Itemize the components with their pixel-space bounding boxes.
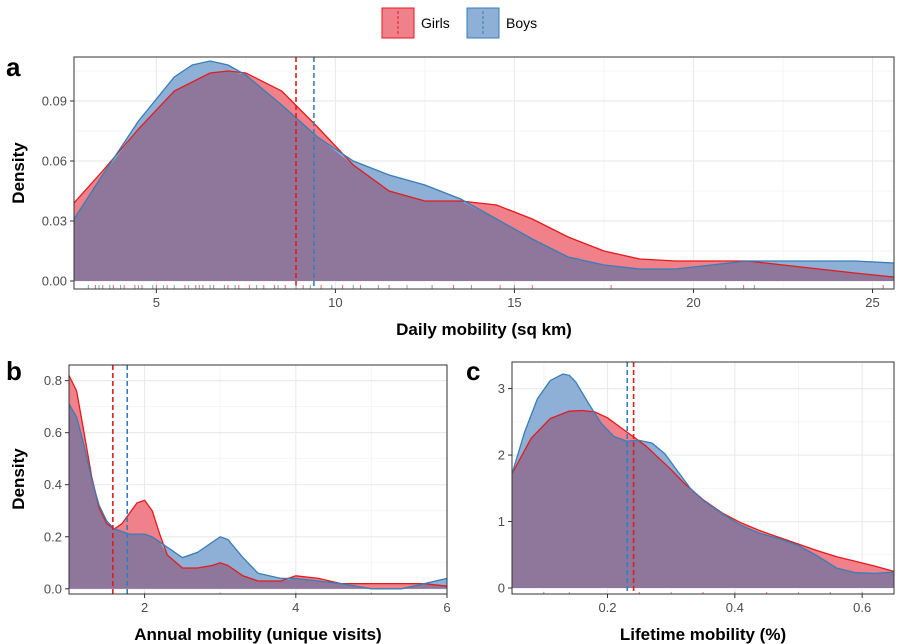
x-axis-title: Lifetime mobility (%) <box>620 625 786 644</box>
x-tick-label: 6 <box>443 600 450 615</box>
panel-a: 5 10 15 20 25 0.00 0.03 0.06 0.09 Daily mobility … <box>9 56 895 339</box>
series-layer <box>512 362 894 594</box>
density-overlap <box>74 71 894 281</box>
panel-letter-a: a <box>6 52 21 82</box>
panel-letter-b: b <box>6 356 22 386</box>
x-tick-label: 0.2 <box>598 600 616 615</box>
panel-letter-c: c <box>466 356 480 386</box>
legend-label-girls: Girls <box>421 15 450 31</box>
density-line-girls <box>512 409 894 573</box>
legend: Girls Boys <box>381 7 537 39</box>
y-tick-label: 0.6 <box>44 425 62 440</box>
series-layer <box>74 57 894 289</box>
density-line-girls <box>69 375 447 587</box>
y-tick-label: 2 <box>498 448 505 463</box>
density-overlap <box>69 404 447 589</box>
density-line-boys <box>512 373 894 575</box>
panel-b: 2 4 6 0.0 0.2 0.4 0.6 0.8 Annual mobility (uniqu… <box>9 364 451 644</box>
panel-c: 0.2 0.4 0.6 0 1 2 3 Lifetime mobility (%) <box>498 361 895 644</box>
x-tick-label: 2 <box>141 600 148 615</box>
x-axis-title: Annual mobility (unique visits) <box>134 625 381 644</box>
panel-border <box>68 364 448 595</box>
x-tick-label: 25 <box>865 295 879 310</box>
y-tick-label: 0 <box>498 581 505 596</box>
y-tick-label: 0.0 <box>44 581 62 596</box>
density-line-boys <box>74 60 894 270</box>
x-tick-label: 20 <box>686 295 700 310</box>
y-tick-label: 3 <box>498 381 505 396</box>
y-tick-label: 1 <box>498 514 505 529</box>
x-tick-label: 15 <box>507 295 521 310</box>
panel-border <box>511 361 895 595</box>
density-overlap <box>512 410 894 588</box>
legend-label-boys: Boys <box>506 15 537 31</box>
y-tick-label: 0.09 <box>42 94 67 109</box>
y-tick-label: 0.06 <box>42 154 67 169</box>
x-tick-label: 10 <box>328 295 342 310</box>
y-tick-label: 0.4 <box>44 477 62 492</box>
y-tick-label: 0.2 <box>44 529 62 544</box>
y-tick-label: 0.03 <box>42 214 67 229</box>
density-line-boys <box>69 403 447 590</box>
y-tick-label: 0.8 <box>44 373 62 388</box>
x-tick-label: 4 <box>292 600 299 615</box>
panel-border <box>73 56 895 290</box>
y-axis-title: Density <box>9 142 28 204</box>
x-tick-label: 0.6 <box>853 600 871 615</box>
y-tick-label: 0.00 <box>42 274 67 289</box>
x-axis-title: Daily mobility (sq km) <box>396 320 572 339</box>
x-tick-label: 5 <box>153 295 160 310</box>
x-tick-label: 0.4 <box>726 600 744 615</box>
y-axis-title: Density <box>9 448 28 510</box>
